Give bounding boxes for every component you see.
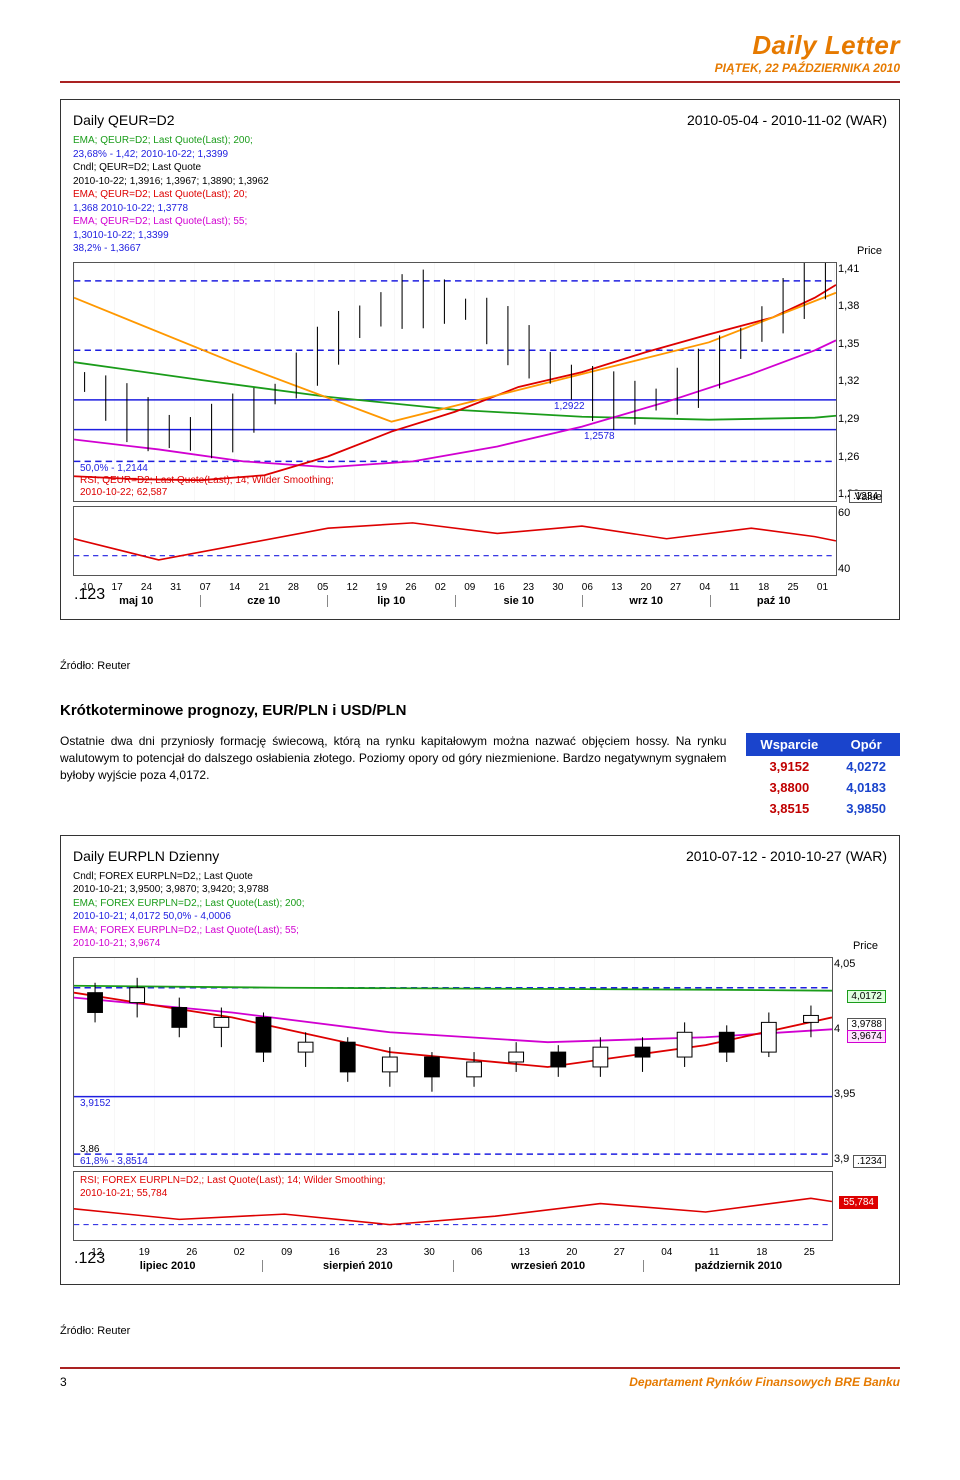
chart2-submeta: RSI; FOREX EURPLN=D2,; Last Quote(Last);… — [80, 1174, 385, 1201]
chart2-meta: Cndl; FOREX EURPLN=D2,; Last Quote2010-1… — [73, 870, 887, 951]
chart1-meta: EMA; QEUR=D2; Last Quote(Last); 200;23,6… — [73, 134, 887, 256]
sr-table: Wsparcie Opór 3,91524,02723,88004,01833,… — [746, 733, 900, 819]
doc-date: PIĄTEK, 22 PAŹDZIERNIKA 2010 — [60, 61, 900, 75]
chart1-range: 2010-05-04 - 2010-11-02 (WAR) — [687, 112, 887, 128]
chart1-submarker: .123 — [74, 586, 836, 604]
chart2-range: 2010-07-12 - 2010-10-27 (WAR) — [686, 848, 887, 864]
page-number: 3 — [60, 1375, 67, 1389]
chart1-rsi: Value 6040 .123 — [73, 506, 837, 576]
footer-dept: Departament Rynków Finansowych BRE Banku — [629, 1375, 900, 1389]
section2-title: Krótkoterminowe prognozy, EUR/PLN i USD/… — [60, 702, 900, 719]
forecast-row: Ostatnie dwa dni przyniosły formację świ… — [60, 733, 900, 819]
chart-eurpln: Daily EURPLN Dzienny 2010-07-12 - 2010-1… — [60, 835, 900, 1285]
chart2-title: Daily EURPLN Dzienny — [73, 848, 219, 864]
chart2-submarker: .123 — [74, 1250, 832, 1268]
chart2-svg — [74, 958, 832, 1166]
doc-title: Daily Letter — [60, 30, 900, 61]
chart1-ylabel: Price — [857, 245, 882, 257]
chart2-ylabel: Price — [853, 940, 878, 952]
sr-table-wrap: Wsparcie Opór 3,91524,02723,88004,01833,… — [746, 733, 900, 819]
chart1-yaxis: 1,411,381,351,321,291,261,23 — [838, 263, 882, 501]
chart2-sub-redmarker: 55,784 — [839, 1196, 878, 1209]
chart2-rsi: RSI; FOREX EURPLN=D2,; Last Quote(Last);… — [73, 1171, 833, 1241]
chart1-title: Daily QEUR=D2 — [73, 112, 175, 128]
page-footer: 3 Departament Rynków Finansowych BRE Ban… — [60, 1367, 900, 1389]
chart1-sub-yaxis: 6040 — [838, 507, 882, 575]
chart1-sublabel: Value — [855, 491, 882, 503]
chart2-plot: Price 4,0543,953,9 .1234 3,91523,8661,8%… — [73, 957, 833, 1167]
forecast-text: Ostatnie dwa dni przyniosły formację świ… — [60, 733, 726, 819]
th-support: Wsparcie — [746, 733, 832, 756]
page-header: Daily Letter PIĄTEK, 22 PAŹDZIERNIKA 201… — [60, 30, 900, 83]
chart1-sub-svg — [74, 507, 836, 581]
chart1-plot: Price 1,411,381,351,321,291,261,23 .1234… — [73, 262, 837, 502]
chart1-svg — [74, 263, 836, 501]
source-2: Źródło: Reuter — [60, 1325, 900, 1337]
source-1: Źródło: Reuter — [60, 660, 900, 672]
chart-qeur: Daily QEUR=D2 2010-05-04 - 2010-11-02 (W… — [60, 99, 900, 620]
chart2-ymarker: .1234 — [853, 1155, 886, 1168]
th-resist: Opór — [832, 733, 900, 756]
